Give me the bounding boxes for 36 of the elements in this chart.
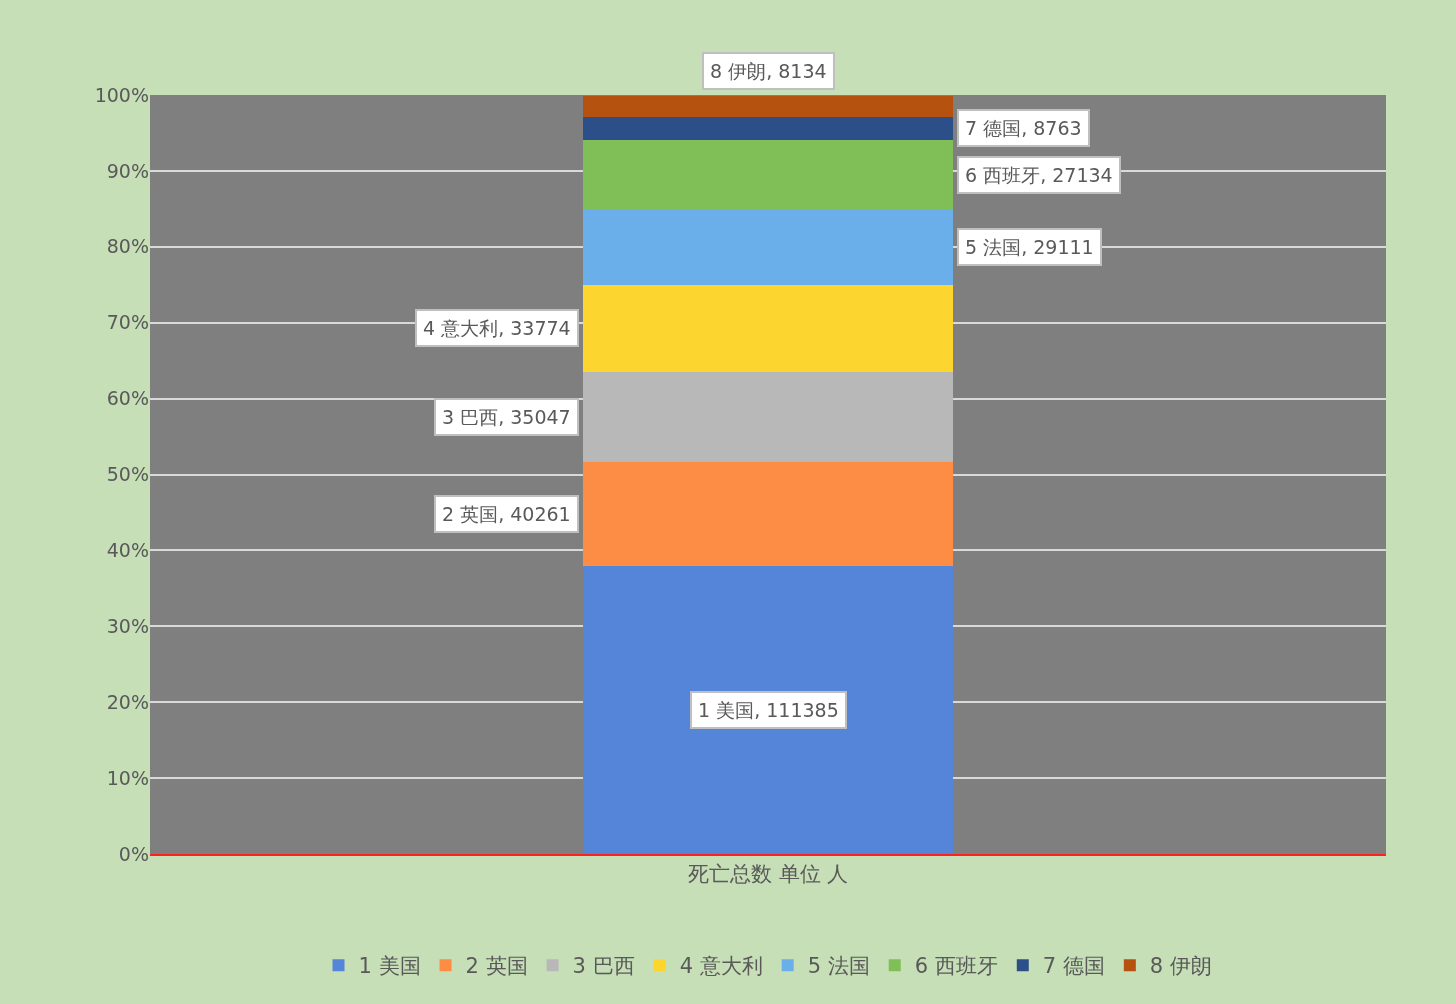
- annotation: 2 英国, 40261: [442, 503, 571, 525]
- legend-label: 7 德国: [1042, 954, 1105, 979]
- y-tick-label: 80%: [106, 235, 149, 258]
- bar: [582, 139, 954, 210]
- bar: [582, 209, 954, 285]
- bar: [582, 284, 954, 373]
- legend-label: 6 西班牙: [914, 954, 998, 979]
- y-tick-label: 50%: [106, 463, 149, 486]
- legend-label: 2 英国: [465, 954, 528, 979]
- y-tick-label: 90%: [106, 159, 149, 182]
- y-tick-label: 10%: [106, 766, 149, 789]
- legend-label: 4 意大利: [679, 954, 763, 979]
- annotation: 6 西班牙, 27134: [965, 164, 1113, 186]
- legend-label: 8 伊朗: [1149, 954, 1212, 979]
- y-tick-label: 0%: [118, 842, 149, 865]
- annotation: 1 美国, 111385: [698, 699, 839, 721]
- legend-label: 5 法国: [807, 954, 870, 979]
- y-tick-label: 60%: [106, 387, 149, 410]
- text: 8 伊朗, 8134: [710, 60, 827, 82]
- bar: [582, 462, 954, 567]
- annotation: 5 法国, 29111: [965, 236, 1094, 258]
- y-tick-label: 40%: [106, 539, 149, 562]
- bar: [582, 566, 954, 854]
- y-tick-label: 100%: [94, 83, 149, 106]
- legend-label: 1 美国: [358, 954, 421, 979]
- y-tick-label: 20%: [106, 690, 149, 713]
- annotation: 4 意大利, 33774: [423, 317, 571, 339]
- y-tick-label: 30%: [106, 614, 149, 637]
- bar: [582, 372, 954, 463]
- legend-label: 3 巴西: [572, 954, 635, 979]
- bar: [582, 95, 954, 118]
- y-tick-label: 70%: [106, 311, 149, 334]
- annotation: 3 巴西, 35047: [442, 406, 571, 428]
- bar: [582, 117, 954, 140]
- x-tick-label: 死亡总数 单位 人: [687, 862, 849, 887]
- annotation: 7 德国, 8763: [965, 117, 1082, 139]
